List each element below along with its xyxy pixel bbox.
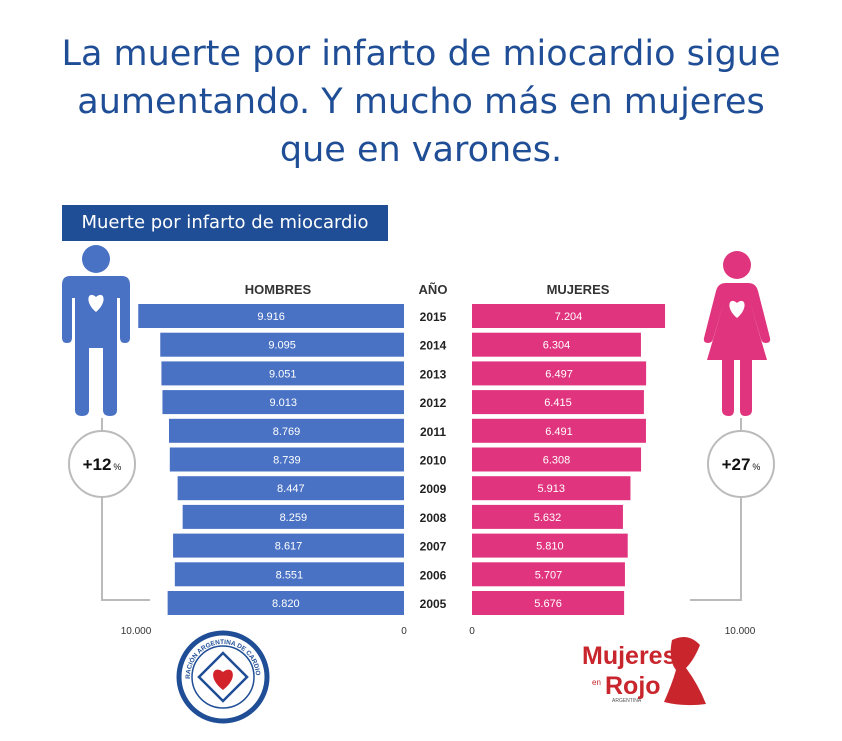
men-bar-2015 [138,304,404,328]
women-bar-2010 [472,447,642,472]
women-value-2005: 5.676 [534,598,562,610]
women-bar-2008 [472,504,623,529]
men-value-2010: 8.739 [273,455,301,467]
men-bar-2011 [168,418,404,443]
women-value-2007: 5.810 [536,541,564,553]
year-label-2011: 2011 [420,425,446,439]
year-label-2009: 2009 [420,482,447,496]
women-change-value: +27 [722,455,751,474]
year-header: AÑO [419,282,448,297]
women-change-badge: +27% [707,430,775,498]
women-bar-2005 [472,591,625,615]
women-bar-2006 [472,562,625,587]
women-bar-2012 [472,390,644,415]
year-label-2013: 2013 [420,367,447,381]
headline-line-1: La muerte por infarto de miocardio sigue [61,34,781,74]
men-header: HOMBRES [245,282,312,297]
women-bar-2013 [472,361,647,386]
women-bar-2014 [472,332,641,357]
women-change-unit: % [752,462,760,472]
men-value-2007: 8.617 [275,541,303,553]
svg-text:+12%: +12% [83,455,122,474]
men-bar-2014 [160,332,404,357]
women-value-2011: 6.491 [545,426,573,438]
men-change-badge: +12% [68,430,136,498]
man-heart-icon [62,245,130,416]
year-label-2007: 2007 [420,540,447,554]
women-value-2006: 5.707 [535,569,563,581]
women-value-2010: 6.308 [543,455,571,467]
women-value-2008: 5.632 [534,512,562,524]
women-value-2013: 6.497 [545,368,573,380]
year-label-2008: 2008 [420,511,447,525]
svg-text:+27%: +27% [722,455,761,474]
men-bar-2007 [173,533,404,558]
logo-mujeres-text: Mujeres [582,642,676,670]
logo-argentina-text: ARGENTINA [612,698,642,704]
year-label-2012: 2012 [420,396,447,410]
women-bar-2007 [472,533,628,558]
men-value-2012: 9.013 [269,397,297,409]
men-value-2006: 8.551 [276,569,304,581]
men-bar-2008 [182,504,404,529]
men-value-2013: 9.051 [269,368,297,380]
men-axis-max-label: 10.000 [121,626,152,637]
women-axis-max-label: 10.000 [725,626,756,637]
men-value-2009: 8.447 [277,483,305,495]
women-value-2012: 6.415 [544,397,572,409]
subtitle-banner: Muerte por infarto de miocardio [62,205,388,241]
men-value-2005: 8.820 [272,598,300,610]
woman-heart-icon [703,251,771,416]
women-value-2015: 7.204 [555,311,583,323]
year-label-2014: 2014 [420,339,447,353]
year-label-2005: 2005 [420,597,447,611]
logo-en-text: en [592,678,601,687]
headline: La muerte por infarto de miocardio sigue… [20,30,822,174]
logo-rojo-text: Rojo [605,672,661,700]
bars-layer: 9.916 2015 7.204 9.095 2014 6.304 9.051 2013 6.4… [138,304,666,615]
women-bar-2009 [472,476,631,501]
men-value-2008: 8.259 [280,512,308,524]
men-bar-2013 [161,361,404,386]
headline-line-2: aumentando. Y mucho más en mujeres [77,82,765,122]
women-bar-2011 [472,418,646,443]
men-axis-zero-label: 0 [401,626,407,637]
men-bar-2009 [177,476,404,501]
men-change-value: +12 [83,455,112,474]
men-bar-2010 [169,447,404,472]
year-label-2015: 2015 [420,310,447,324]
women-axis-zero-label: 0 [469,626,475,637]
men-value-2011: 8.769 [273,426,301,438]
men-value-2014: 9.095 [268,340,296,352]
men-bar-2012 [162,390,404,415]
women-bar-2015 [472,304,666,328]
men-value-2015: 9.916 [257,311,285,323]
headline-line-3: que en varones. [279,130,563,170]
men-bar-2005 [167,591,404,615]
year-label-2006: 2006 [420,568,447,582]
men-bar-2006 [174,562,404,587]
women-value-2009: 5.913 [537,483,565,495]
men-change-unit: % [113,462,121,472]
women-value-2014: 6.304 [543,340,571,352]
women-header: MUJERES [547,282,610,297]
mujeres-en-rojo-logo: Mujeres en Rojo ARGENTINA [582,636,706,706]
year-label-2010: 2010 [420,454,447,468]
